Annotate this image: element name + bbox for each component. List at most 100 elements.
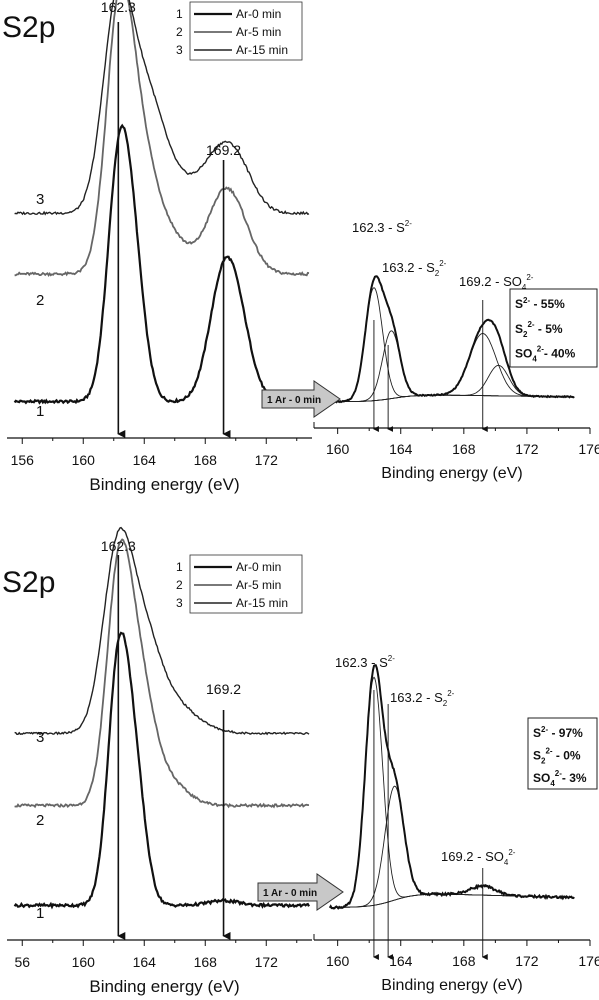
legend-num-1: 1 xyxy=(176,560,183,574)
plot-title: S2p xyxy=(2,11,55,44)
composition-value: - 55% xyxy=(530,297,565,311)
composition-row-1: S2- - 97% xyxy=(533,725,583,740)
legend-num-3: 3 xyxy=(176,43,183,57)
fit-label-s2: 162.3 - S2- xyxy=(352,219,412,235)
legend-num-1: 1 xyxy=(176,7,183,21)
legend-num-2: 2 xyxy=(176,578,183,592)
fit-label-so4-sup: 2- xyxy=(526,273,533,282)
composition-sup: 2- xyxy=(537,345,544,354)
left-tick-label-172: 172 xyxy=(255,452,279,468)
composition-row-2: S22- - 0% xyxy=(533,747,581,766)
fit-label-s2-text: 162.3 - S xyxy=(352,220,405,235)
peak-label-162.3: 162.3 xyxy=(101,538,136,554)
fit-envelope xyxy=(328,664,575,910)
fit-label-s22: 163.2 - S22- xyxy=(390,689,455,708)
composition-box xyxy=(527,717,598,790)
curve-label-1: 1 xyxy=(36,905,44,922)
composition-value: - 5% xyxy=(535,322,563,336)
legend-label-3: Ar-15 min xyxy=(236,596,288,610)
composition-species: S xyxy=(533,749,541,763)
fit-label-so4-text: 169.2 - SO xyxy=(459,274,522,289)
plot-title: S2p xyxy=(2,566,55,599)
sample-arrow-shape xyxy=(257,873,344,911)
composition-box xyxy=(509,288,598,368)
curve-label-3: 3 xyxy=(36,729,44,746)
legend-label-2: Ar-5 min xyxy=(236,578,281,592)
fit-label-s2-sup: 2- xyxy=(388,654,395,663)
right-tick-label-168: 168 xyxy=(452,441,476,457)
left-tick-label-168: 168 xyxy=(194,954,218,970)
fit-label-s22-sup: 2- xyxy=(439,259,446,268)
composition-row-2: S22- - 5% xyxy=(515,320,563,339)
fit-label-s2-sup: 2- xyxy=(405,219,412,228)
composition-species: SO xyxy=(515,347,532,361)
fit-envelope xyxy=(329,275,575,404)
legend-label-1: Ar-0 min xyxy=(236,7,281,21)
left-tick-label-164: 164 xyxy=(133,452,157,468)
fit-label-so4-text: 169.2 - SO xyxy=(441,849,504,864)
fit-label-s22-sub: 2 xyxy=(443,699,448,708)
left-x-axis-title: Binding energy (eV) xyxy=(89,475,239,494)
right-x-axis-title: Binding energy (eV) xyxy=(381,465,522,482)
fit-label-so4-sub: 4 xyxy=(504,858,509,867)
right-tick-label-172: 172 xyxy=(515,953,539,969)
composition-value: - 0% xyxy=(553,749,581,763)
sample-arrow-label: 1 Ar - 0 min xyxy=(267,395,321,406)
left-tick-label-172: 172 xyxy=(255,954,279,970)
legend-num-3: 3 xyxy=(176,596,183,610)
fit-component-1 xyxy=(329,676,575,908)
peak-label-169.2: 169.2 xyxy=(206,681,241,697)
fit-label-so4-sub: 4 xyxy=(522,283,527,292)
fit-label-s2-text: 162.3 - S xyxy=(335,655,388,670)
curve-label-2: 2 xyxy=(36,292,44,309)
left-tick-label-156: 156 xyxy=(11,452,35,468)
fit-component-2 xyxy=(329,785,575,908)
fit-label-s22: 163.2 - S22- xyxy=(382,259,447,278)
right-tick-label-160: 160 xyxy=(326,441,350,457)
composition-sup: 2- xyxy=(523,296,530,305)
fit-label-s22-sup: 2- xyxy=(447,689,454,698)
legend-label-1: Ar-0 min xyxy=(236,560,281,574)
composition-value: - 40% xyxy=(544,347,576,361)
fit-label-so4: 169.2 - SO42- xyxy=(459,273,534,292)
composition-sub: 4 xyxy=(550,779,555,788)
curve-label-1: 1 xyxy=(36,403,44,420)
panel-bottom: S2p 1 2 3 162.3 169.2 1 Ar-0 min 2 Ar-5 min 3 Ar-15… xyxy=(2,526,599,996)
fit-label-s2: 162.3 - S2- xyxy=(335,654,395,670)
right-tick-label-164: 164 xyxy=(389,953,413,969)
composition-value: - 3% xyxy=(562,771,587,785)
composition-species: S xyxy=(515,322,523,336)
composition-sup: 2- xyxy=(555,769,562,778)
fit-label-s22-sub: 2 xyxy=(435,269,440,278)
fit-label-s22-text: 163.2 - S xyxy=(382,260,435,275)
sample-arrow-label: 1 Ar - 0 min xyxy=(263,888,317,899)
panel-top: S2p 1 2 3 162.3 169.2 1 Ar-0 min 2 Ar-5 min 3 Ar-15… xyxy=(2,0,599,494)
spectrum-curve-3 xyxy=(14,526,310,736)
composition-sup: 2- xyxy=(527,320,534,329)
composition-value: - 97% xyxy=(548,726,583,740)
legend-num-2: 2 xyxy=(176,25,183,39)
left-tick-label-160: 160 xyxy=(72,954,96,970)
composition-row-3: SO42-- 3% xyxy=(533,769,587,788)
composition-sub: 4 xyxy=(532,355,537,364)
composition-species: S xyxy=(533,726,541,740)
composition-row-1: S2- - 55% xyxy=(515,296,565,311)
right-tick-label-176: 176 xyxy=(578,953,599,969)
composition-sup: 2- xyxy=(545,747,552,756)
fit-label-so4: 169.2 - SO42- xyxy=(441,848,516,867)
peak-label-169.2: 169.2 xyxy=(206,142,241,158)
composition-species: S xyxy=(515,297,523,311)
spectrum-curve-3 xyxy=(14,0,310,216)
peak-label-162.3: 162.3 xyxy=(101,0,136,15)
fit-label-so4-sup: 2- xyxy=(508,848,515,857)
spectrum-curve-1 xyxy=(13,631,310,910)
right-x-axis-title: Binding energy (eV) xyxy=(381,977,522,994)
curve-label-2: 2 xyxy=(36,812,44,829)
right-tick-label-164: 164 xyxy=(389,441,413,457)
left-tick-label-164: 164 xyxy=(133,954,157,970)
left-x-axis-title: Binding energy (eV) xyxy=(89,977,239,996)
curve-label-3: 3 xyxy=(36,191,44,208)
composition-sub: 2 xyxy=(541,757,546,766)
sample-arrow-shape xyxy=(261,380,341,418)
